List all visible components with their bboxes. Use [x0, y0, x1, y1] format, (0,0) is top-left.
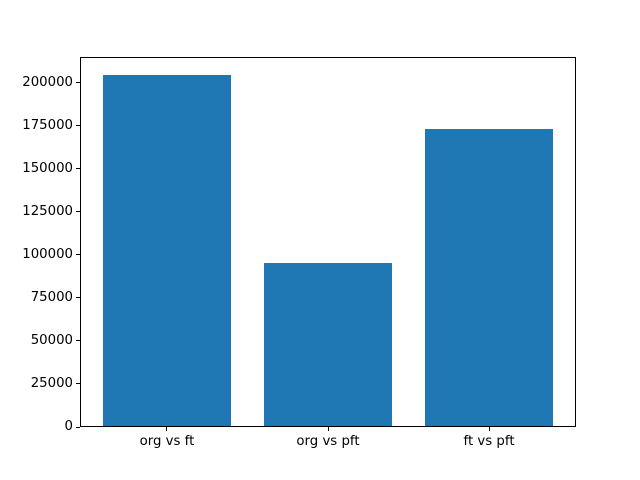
y-tick-mark: [76, 383, 80, 385]
x-tick-mark: [488, 427, 490, 431]
y-tick-mark: [76, 125, 80, 127]
y-tick-mark: [76, 340, 80, 342]
y-tick-mark: [76, 168, 80, 170]
y-tick-label: 50000: [30, 332, 73, 348]
x-tick-mark: [327, 427, 329, 431]
x-tick-label: org vs ft: [139, 434, 195, 449]
y-tick-label: 200000: [22, 74, 73, 90]
x-tick-label: ft vs pft: [463, 434, 515, 449]
y-tick-mark: [76, 254, 80, 256]
y-tick-mark: [76, 82, 80, 84]
y-tick-mark: [76, 297, 80, 299]
y-tick-label: 100000: [22, 246, 73, 262]
x-tick-mark: [166, 427, 168, 431]
y-tick-mark: [76, 211, 80, 213]
x-tick-label: org vs pft: [296, 434, 360, 449]
y-tick-label: 175000: [22, 117, 73, 133]
bar-ft-vs-pft: [424, 128, 554, 426]
bar-org-vs-pft: [263, 263, 393, 426]
y-tick-label: 75000: [30, 289, 73, 305]
bar-org-vs-ft: [102, 74, 232, 426]
y-tick-mark: [76, 426, 80, 428]
y-tick-label: 125000: [22, 203, 73, 219]
y-tick-label: 150000: [22, 160, 73, 176]
y-tick-label: 25000: [30, 375, 73, 391]
y-tick-label: 0: [64, 419, 73, 434]
